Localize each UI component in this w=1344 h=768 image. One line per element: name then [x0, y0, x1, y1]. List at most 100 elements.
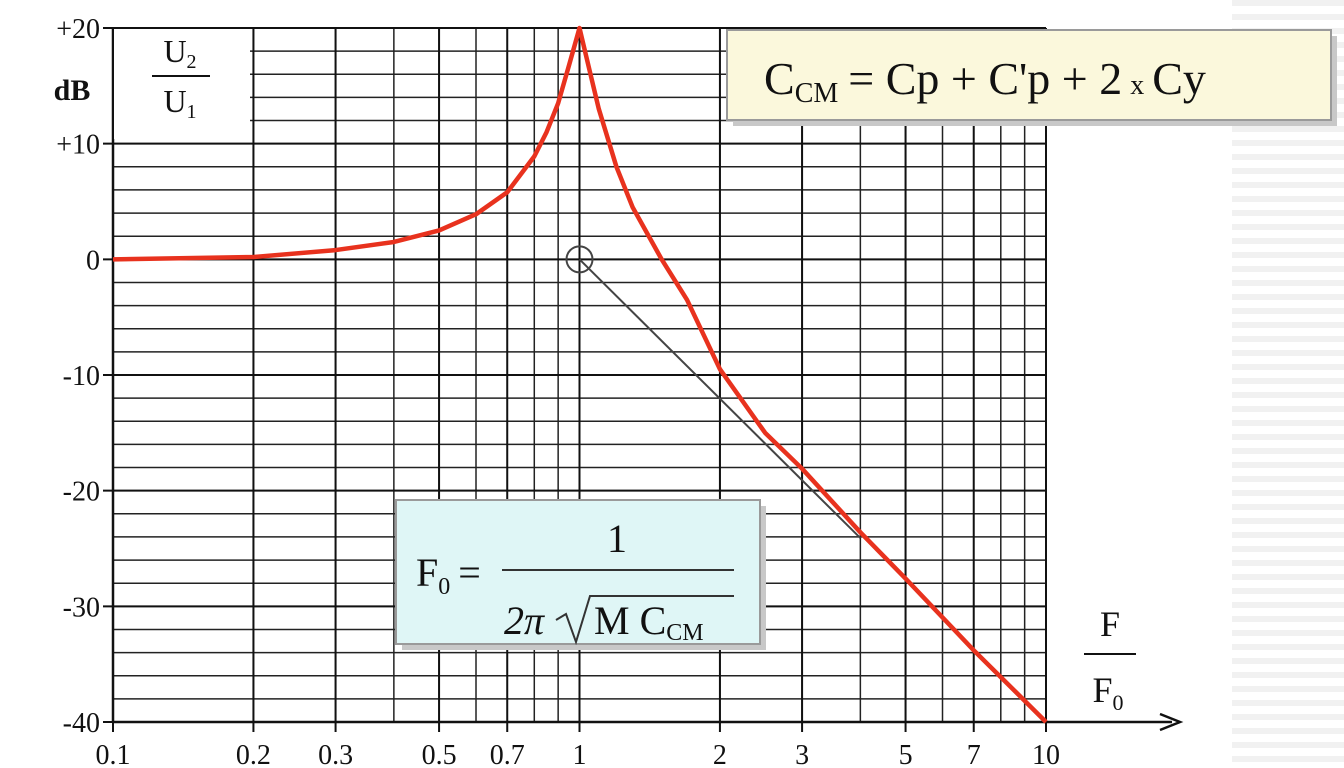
stripe — [1232, 280, 1344, 286]
asymptote — [578, 258, 862, 539]
y-tick-label: -10 — [63, 361, 100, 392]
text: F — [416, 550, 438, 595]
x-tick-label: 7 — [967, 740, 981, 768]
stripe — [1232, 154, 1344, 160]
stripe — [1232, 532, 1344, 538]
y-unit: dB — [54, 74, 91, 107]
stripe — [1232, 686, 1344, 692]
stripe — [1232, 364, 1344, 370]
stripe — [1232, 630, 1344, 636]
y-tick-label: -20 — [63, 477, 100, 508]
x-tick-label: 0.3 — [318, 740, 353, 768]
stripe — [1232, 420, 1344, 426]
y-tick-label: -30 — [63, 592, 100, 623]
tick-labels: +20 +10 0 -10 -20 -30 -400.1 0.2 0.3 0.5 0.7 1 2 3 5 7 1… — [56, 14, 1060, 768]
y-tick-label: 0 — [86, 245, 100, 276]
y-ratio-bottom: U1 — [163, 83, 196, 123]
stripe — [1232, 560, 1344, 566]
x-tick-label: 0.7 — [490, 740, 525, 768]
stripe — [1232, 574, 1344, 580]
numerator: 1 — [607, 516, 627, 561]
x-axis-arrow — [1159, 712, 1184, 732]
denominator-pre: 2π — [504, 598, 545, 643]
subscript: 2 — [187, 51, 197, 73]
formula: CCM = Cp + C'p + 2 x Cy — [764, 53, 1206, 109]
formula-frequency: F0 = 1 2π M CCM — [395, 499, 766, 650]
x-tick-label: 0.5 — [422, 740, 457, 768]
stripe — [1232, 714, 1344, 720]
stripe — [1232, 14, 1344, 20]
stripe — [1232, 266, 1344, 272]
stripe — [1232, 602, 1344, 608]
plot — [112, 25, 1048, 724]
stripe — [1232, 658, 1344, 664]
stripe — [1232, 588, 1344, 594]
subscript: CM — [666, 620, 703, 646]
y-tick-label: +10 — [56, 130, 100, 161]
stripe — [1232, 700, 1344, 706]
text: F — [1092, 670, 1112, 710]
stripe — [1232, 238, 1344, 244]
radical — [555, 595, 734, 646]
text: = — [458, 550, 481, 595]
stripe — [1232, 742, 1344, 748]
text: U — [163, 33, 186, 69]
stripe — [1232, 252, 1344, 258]
stripe — [1232, 126, 1344, 132]
stripe — [1232, 644, 1344, 650]
stripe — [1232, 378, 1344, 384]
subscript: 1 — [187, 101, 197, 123]
stripe — [1232, 350, 1344, 356]
x-ratio-bottom: F0 — [1092, 670, 1123, 715]
stripe — [1232, 322, 1344, 328]
stripe — [1232, 140, 1344, 146]
x-tick-label: 0.1 — [96, 740, 131, 768]
formula-box — [395, 499, 761, 645]
text: C — [764, 53, 795, 104]
stripe — [1232, 224, 1344, 230]
y-tick-label: -40 — [63, 708, 100, 739]
text: = Cp + C'p + 2 — [848, 53, 1122, 104]
formula-box — [726, 29, 1332, 121]
stripe — [1232, 490, 1344, 496]
x-tick-label: 2 — [713, 740, 727, 768]
text: U — [163, 83, 186, 119]
stripe — [1232, 462, 1344, 468]
subscript: 0 — [1113, 690, 1124, 715]
stripe — [1232, 210, 1344, 216]
stripe — [1232, 476, 1344, 482]
text: Cy — [1152, 53, 1206, 104]
text: x — [1130, 70, 1144, 101]
subscript: CM — [795, 78, 839, 109]
stripe — [1232, 672, 1344, 678]
stripe — [1232, 294, 1344, 300]
stripe — [1232, 182, 1344, 188]
x-tick-label: 3 — [795, 740, 809, 768]
denominator: M CCM — [594, 598, 704, 646]
y-tick-label: +20 — [56, 14, 100, 45]
stripe — [1232, 546, 1344, 552]
x-tick-label: 0.2 — [236, 740, 271, 768]
formula-capacitance: CCM = Cp + C'p + 2 x Cy — [726, 29, 1337, 126]
y-ratio-top: U2 — [163, 33, 196, 73]
label-box — [114, 29, 250, 139]
stripe — [1232, 0, 1344, 6]
x-axis-label: F F0 — [1084, 604, 1136, 715]
x-tick-label: 5 — [899, 740, 913, 768]
text: M C — [594, 598, 666, 643]
stripe — [1232, 756, 1344, 762]
stripe — [1232, 168, 1344, 174]
formula-lhs: F0 = — [416, 550, 481, 600]
stripe — [1232, 728, 1344, 734]
x-ratio-top: F — [1100, 604, 1120, 644]
background-stripes — [1232, 0, 1344, 762]
stripe — [1232, 448, 1344, 454]
response-curve — [112, 25, 1048, 724]
stripe — [1232, 196, 1344, 202]
stripe — [1232, 616, 1344, 622]
x-tick-label: 10 — [1032, 740, 1060, 768]
y-axis-label: dB U2 U1 — [54, 33, 210, 123]
stripe — [1232, 308, 1344, 314]
stripe — [1232, 406, 1344, 412]
